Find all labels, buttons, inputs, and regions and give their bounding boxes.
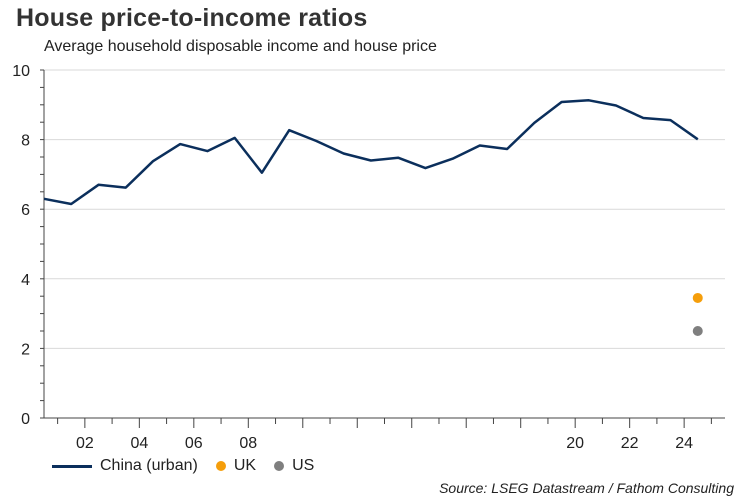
legend-swatch-us: [274, 461, 285, 471]
x-tick-label: 04: [130, 435, 148, 452]
legend-label-uk: UK: [233, 457, 257, 474]
x-tick-label: 24: [675, 435, 693, 452]
x-tick-label: 22: [621, 435, 639, 452]
legend: China (urban) UK US: [52, 457, 332, 475]
source-note: Source: LSEG Datastream / Fathom Consult…: [439, 480, 734, 496]
legend-swatch-china: [52, 464, 92, 468]
legend-item-china: China (urban): [52, 457, 198, 475]
y-tick-label: 4: [21, 272, 30, 289]
x-tick-label: 02: [76, 435, 94, 452]
legend-label-china: China (urban): [100, 457, 198, 474]
chart-title: House price-to-income ratios: [16, 4, 368, 32]
x-tick-label: 08: [239, 435, 257, 452]
data-point-uk: [692, 292, 703, 303]
series-line-china: [43, 99, 699, 206]
y-tick-label: 0: [21, 411, 30, 428]
y-tick-label: 10: [12, 63, 30, 80]
y-tick-label: 8: [21, 133, 30, 150]
y-tick-label: 2: [21, 341, 30, 358]
data-point-us: [692, 326, 703, 336]
y-tick-label: 6: [21, 202, 30, 219]
legend-swatch-uk: [215, 461, 226, 471]
legend-label-us: US: [292, 457, 315, 474]
chart-subtitle: Average household disposable income and …: [44, 38, 437, 55]
x-tick-label: 20: [566, 435, 584, 452]
legend-item-uk: UK: [215, 457, 257, 475]
x-tick-label: 06: [185, 435, 203, 452]
legend-item-us: US: [274, 457, 314, 475]
